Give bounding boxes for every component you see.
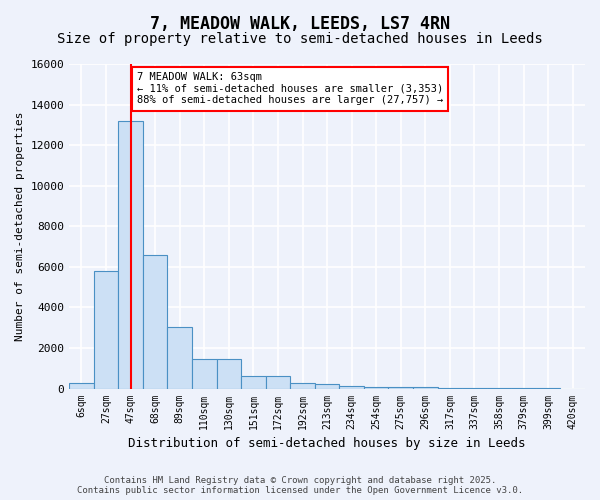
Bar: [118, 121, 143, 388]
Bar: [340, 386, 364, 388]
Bar: [192, 359, 217, 388]
Y-axis label: Number of semi-detached properties: Number of semi-detached properties: [15, 112, 25, 341]
Bar: [364, 386, 388, 388]
Bar: [388, 387, 413, 388]
X-axis label: Distribution of semi-detached houses by size in Leeds: Distribution of semi-detached houses by …: [128, 437, 526, 450]
Text: 7 MEADOW WALK: 63sqm
← 11% of semi-detached houses are smaller (3,353)
88% of se: 7 MEADOW WALK: 63sqm ← 11% of semi-detac…: [137, 72, 443, 106]
Bar: [241, 376, 266, 388]
Text: Contains HM Land Registry data © Crown copyright and database right 2025.
Contai: Contains HM Land Registry data © Crown c…: [77, 476, 523, 495]
Text: Size of property relative to semi-detached houses in Leeds: Size of property relative to semi-detach…: [57, 32, 543, 46]
Bar: [217, 359, 241, 388]
Bar: [290, 384, 315, 388]
Bar: [69, 384, 94, 388]
Bar: [266, 376, 290, 388]
Bar: [94, 271, 118, 388]
Text: 7, MEADOW WALK, LEEDS, LS7 4RN: 7, MEADOW WALK, LEEDS, LS7 4RN: [150, 15, 450, 33]
Bar: [315, 384, 340, 388]
Bar: [167, 326, 192, 388]
Bar: [143, 254, 167, 388]
